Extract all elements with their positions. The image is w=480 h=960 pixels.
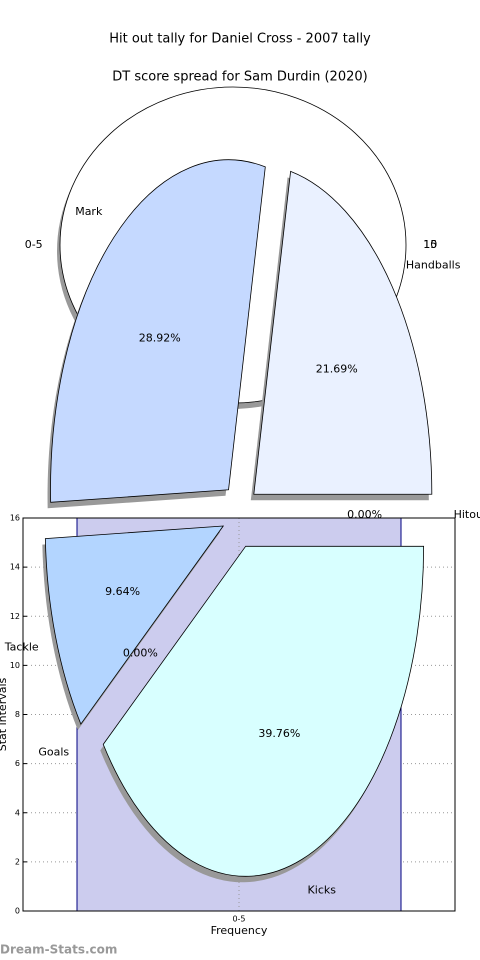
y-axis-label: Stat intervals <box>0 677 9 751</box>
wedge-label: 15 <box>423 238 437 251</box>
y-tick-label: 4 <box>15 808 20 817</box>
wedge-label: 10 <box>423 238 437 251</box>
y-tick-label: 6 <box>15 759 20 768</box>
y-tick-label: 14 <box>10 563 20 572</box>
watermark: Dream-Stats.com <box>0 943 117 957</box>
y-tick-label: 0 <box>15 907 20 916</box>
wedge-label: Kicks <box>308 884 337 897</box>
y-tick-label: 8 <box>15 710 20 719</box>
wedge-label: Mark <box>75 205 103 218</box>
chart-title: Hit out tally for Daniel Cross - 2007 ta… <box>109 32 371 47</box>
chart-title: DT score spread for Sam Durdin (2020) <box>112 70 367 85</box>
wedge-label: Goals <box>38 746 69 759</box>
y-tick-label: 2 <box>15 857 20 866</box>
y-tick-label: 10 <box>10 661 20 670</box>
plot-frame <box>22 517 456 912</box>
value-label: 0.00% <box>123 647 158 660</box>
value-label: 9.64% <box>105 585 140 598</box>
value-label: 39.76% <box>258 727 300 740</box>
wedge-label: Handballs <box>406 259 461 272</box>
wedge <box>253 170 433 495</box>
x-axis-label: Frequency <box>211 924 268 937</box>
wedge <box>50 159 266 503</box>
value-label: 0.00% <box>347 508 382 521</box>
wedge-label: 0-5 <box>25 238 43 251</box>
y-tick-label: 16 <box>10 514 20 523</box>
wedge <box>44 525 225 725</box>
value-label: 21.69% <box>316 363 358 376</box>
x-tick-label: 0-5 <box>232 915 245 924</box>
wedge <box>102 545 425 877</box>
wedge-label: Tackle <box>4 640 39 653</box>
y-tick-label: 12 <box>10 612 20 621</box>
value-label: 28.92% <box>139 331 181 344</box>
